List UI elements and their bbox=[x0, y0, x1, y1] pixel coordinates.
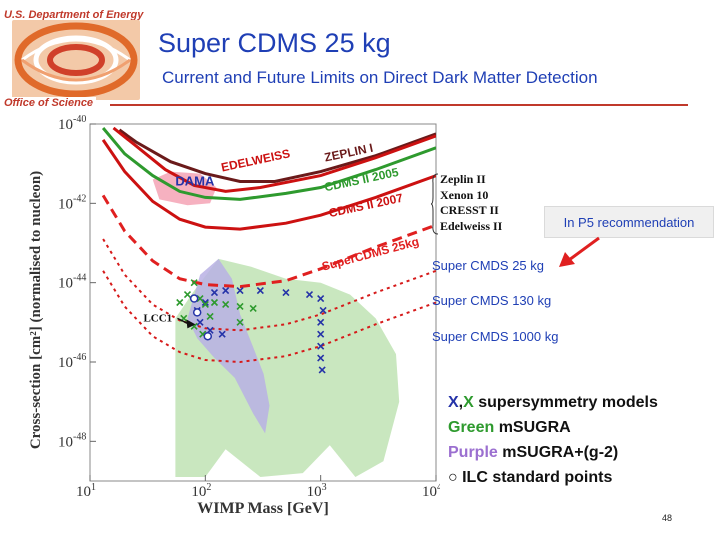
series-cdms-ii-2005 bbox=[101, 127, 436, 201]
legend-purple-word: Purple bbox=[448, 444, 498, 461]
experiment-item: CRESST II bbox=[440, 203, 499, 217]
scatter-point bbox=[319, 306, 327, 314]
legend-green-x: X bbox=[463, 394, 474, 411]
scatter-point bbox=[206, 312, 214, 320]
legend-purple-text: mSUGRA+(g-2) bbox=[497, 444, 619, 461]
legend-green: Green mSUGRA bbox=[448, 415, 658, 440]
legend-ilc: ○ ILC standard points bbox=[448, 469, 613, 486]
legend-sep: , bbox=[458, 394, 464, 411]
y-tick-label: 10-48 bbox=[58, 431, 86, 450]
scatter-point bbox=[210, 298, 219, 307]
scatter-point bbox=[256, 287, 264, 295]
scatter-point bbox=[222, 287, 230, 295]
header-rule bbox=[110, 104, 688, 106]
page-subtitle: Current and Future Limits on Direct Dark… bbox=[162, 68, 598, 87]
y-tick-label: 10-46 bbox=[58, 352, 86, 371]
annotation-lcc1: LCC1 bbox=[143, 312, 172, 324]
x-axis-label: WIMP Mass [GeV] bbox=[197, 500, 329, 517]
scatter-point bbox=[305, 291, 314, 299]
series-zeplin-i bbox=[118, 128, 436, 183]
x-tick-label: 104 bbox=[422, 482, 440, 500]
y-axis-label: Cross-section [cm²] (normalised to nucle… bbox=[28, 171, 44, 449]
y-tick-label: 10-40 bbox=[58, 114, 86, 133]
target-1000kg: Super CMDS 1000 kg bbox=[432, 329, 559, 344]
scatter-point bbox=[317, 318, 325, 326]
scatter-point bbox=[318, 366, 326, 374]
series-edelweiss bbox=[112, 126, 436, 193]
scatter-point bbox=[201, 298, 209, 307]
series-supercdms-25kg bbox=[101, 194, 436, 289]
target-130kg: Super CMDS 130 kg bbox=[432, 293, 552, 308]
legend-green-text: mSUGRA bbox=[494, 419, 571, 436]
scatter-point bbox=[236, 302, 244, 311]
p5-arrow-icon bbox=[559, 236, 600, 267]
limits-chart: 101 102 103 104 10-40 10-42 10-44 10-46 10-48 DA… bbox=[28, 114, 440, 517]
x-tick-label: 101 bbox=[76, 482, 96, 500]
scatter-point bbox=[249, 304, 257, 313]
scatter-point bbox=[317, 342, 325, 350]
series-cdms-ii-2007 bbox=[101, 139, 436, 231]
scatter-point bbox=[317, 330, 325, 338]
legend-purple: Purple mSUGRA+(g-2) bbox=[448, 440, 658, 465]
scatter-point bbox=[176, 298, 184, 307]
office-name: Office of Science bbox=[4, 97, 97, 109]
scatter-point bbox=[317, 294, 325, 303]
brace-icon bbox=[431, 173, 439, 235]
x-tick-label: 103 bbox=[307, 482, 327, 500]
org-name: U.S. Department of Energy bbox=[4, 9, 144, 21]
doe-logo bbox=[12, 20, 140, 100]
scatter-point bbox=[183, 291, 192, 299]
legend-blue-x: X bbox=[448, 394, 459, 411]
y-tick-label: 10-44 bbox=[58, 273, 86, 292]
scatter-point bbox=[196, 318, 204, 326]
series-supercdms-130kg bbox=[102, 238, 436, 332]
ilc-point bbox=[192, 308, 202, 317]
series-supercdms-1000kg bbox=[102, 270, 436, 364]
legend-green-word: Green bbox=[448, 419, 495, 436]
legend-models-text: supersymmetry models bbox=[473, 394, 658, 411]
legend-models: X,X supersymmetry models bbox=[448, 390, 658, 415]
target-25kg: Super CMDS 25 kg bbox=[432, 258, 544, 273]
experiment-item: Xenon 10 bbox=[440, 187, 489, 202]
scatter-point bbox=[317, 354, 325, 362]
label-dama: DAMA bbox=[175, 173, 215, 188]
x-tick-label: 102 bbox=[191, 482, 211, 500]
scatter-point bbox=[201, 300, 209, 309]
scatter-point bbox=[236, 318, 244, 326]
annotation-arrowhead bbox=[186, 319, 196, 329]
scatter-point bbox=[222, 300, 230, 309]
experiment-item: Edelweiss II bbox=[440, 218, 503, 233]
y-tick-label: 10-42 bbox=[58, 193, 86, 212]
scatter-point bbox=[218, 330, 226, 338]
page-number: 48 bbox=[662, 513, 673, 523]
models-legend: X,X supersymmetry models Green mSUGRA Pu… bbox=[448, 390, 658, 490]
ilc-point bbox=[203, 331, 213, 341]
experiment-list: Zeplin II Xenon 10 CRESST II Edelweiss I… bbox=[431, 172, 503, 235]
scatter-point bbox=[190, 279, 198, 287]
scatter-point bbox=[210, 289, 219, 297]
p5-recommendation-box: In P5 recommendation bbox=[544, 206, 714, 238]
ilc-point bbox=[189, 294, 199, 303]
scatter-point bbox=[236, 287, 244, 295]
scatter-point bbox=[282, 289, 290, 297]
experiment-item: Zeplin II bbox=[440, 172, 486, 186]
page-title: Super CDMS 25 kg bbox=[158, 28, 391, 58]
scatter-point bbox=[196, 294, 204, 303]
